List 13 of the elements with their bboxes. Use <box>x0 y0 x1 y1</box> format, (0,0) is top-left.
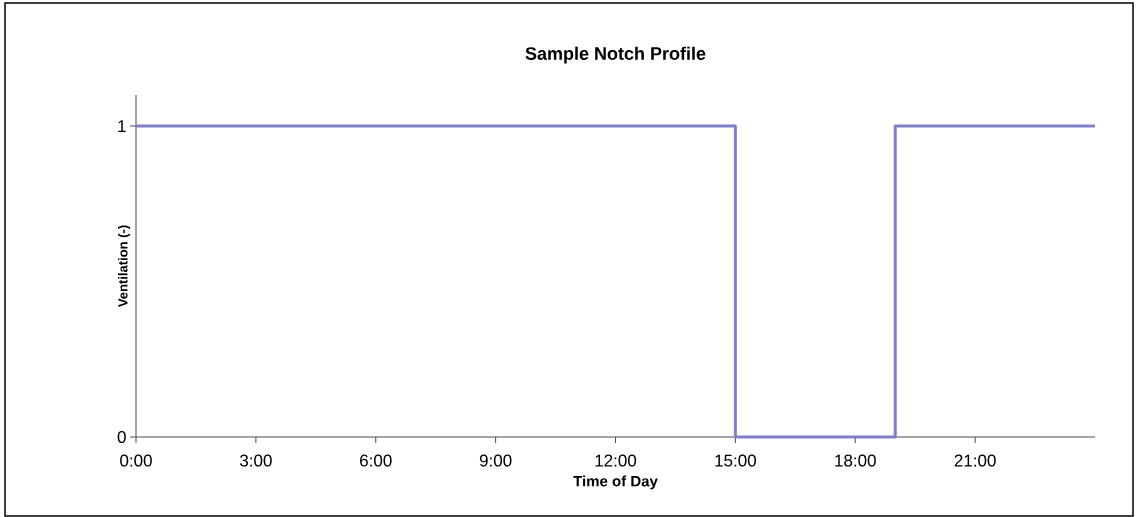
x-tick-label: 12:00 <box>595 454 637 467</box>
y-tick-label: 0 <box>117 430 126 444</box>
chart-title: Sample Notch Profile <box>525 46 706 64</box>
x-tick-label: 6:00 <box>360 454 392 467</box>
x-tick-label: 21:00 <box>954 454 996 467</box>
x-tick-label: 18:00 <box>835 454 876 467</box>
x-tick-label: 15:00 <box>715 454 756 467</box>
x-tick-label: 3:00 <box>239 454 272 467</box>
x-tick-label: 0:00 <box>120 454 152 467</box>
x-tick-label: 9:00 <box>479 454 512 467</box>
y-tick-label: 1 <box>118 120 126 132</box>
y-axis-title: Ventilation (-) <box>118 225 131 308</box>
x-axis-title: Time of Day <box>573 475 658 490</box>
